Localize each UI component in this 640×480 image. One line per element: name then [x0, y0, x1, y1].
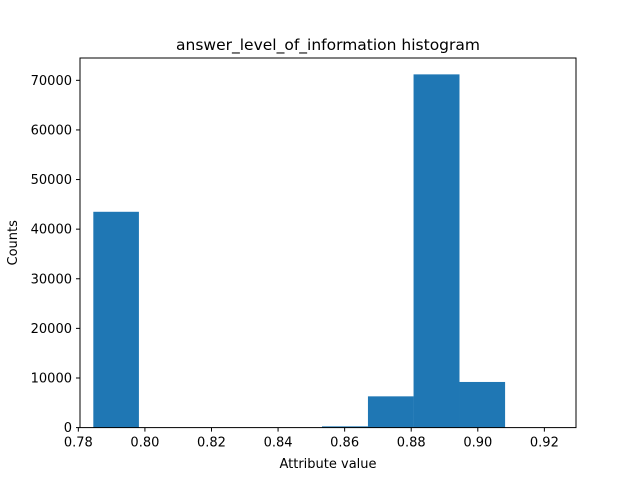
x-tick-label-3: 0.84 [264, 436, 293, 451]
histogram-bar-6 [367, 396, 414, 428]
x-tick-label-1: 0.80 [130, 436, 159, 451]
y-tick-label-1: 10000 [31, 371, 72, 386]
histogram-bar-8 [459, 381, 506, 428]
x-tick-label-7: 0.92 [530, 436, 559, 451]
x-tick-label-5: 0.88 [397, 436, 426, 451]
y-tick-label-5: 50000 [31, 173, 72, 188]
histogram-bar-0 [93, 211, 139, 428]
histogram-bar-5 [322, 426, 368, 428]
plot-frame [79, 57, 577, 429]
x-tick-label-2: 0.82 [197, 436, 226, 451]
y-tick-label-6: 60000 [31, 123, 72, 138]
y-tick-label-2: 20000 [31, 322, 72, 337]
y-tick-label-3: 30000 [31, 272, 72, 287]
histogram-bar-7 [413, 74, 460, 428]
chart-title: answer_level_of_information histogram [176, 36, 480, 55]
x-axis-ticks: 0.78 0.80 0.82 0.84 0.86 0.88 0.90 0.92 [64, 427, 559, 451]
x-tick-label-0: 0.78 [64, 436, 93, 451]
y-tick-label-7: 70000 [31, 74, 72, 89]
y-axis-ticks: 0 10000 20000 30000 40000 50000 60000 70000 [31, 74, 80, 436]
y-tick-label-0: 0 [64, 421, 72, 436]
y-axis-label: Counts [6, 220, 21, 266]
y-tick-label-4: 40000 [31, 223, 72, 238]
bars-group [93, 74, 506, 428]
x-tick-label-6: 0.90 [463, 436, 492, 451]
x-axis-label: Attribute value [279, 457, 376, 472]
x-tick-label-4: 0.86 [330, 436, 359, 451]
